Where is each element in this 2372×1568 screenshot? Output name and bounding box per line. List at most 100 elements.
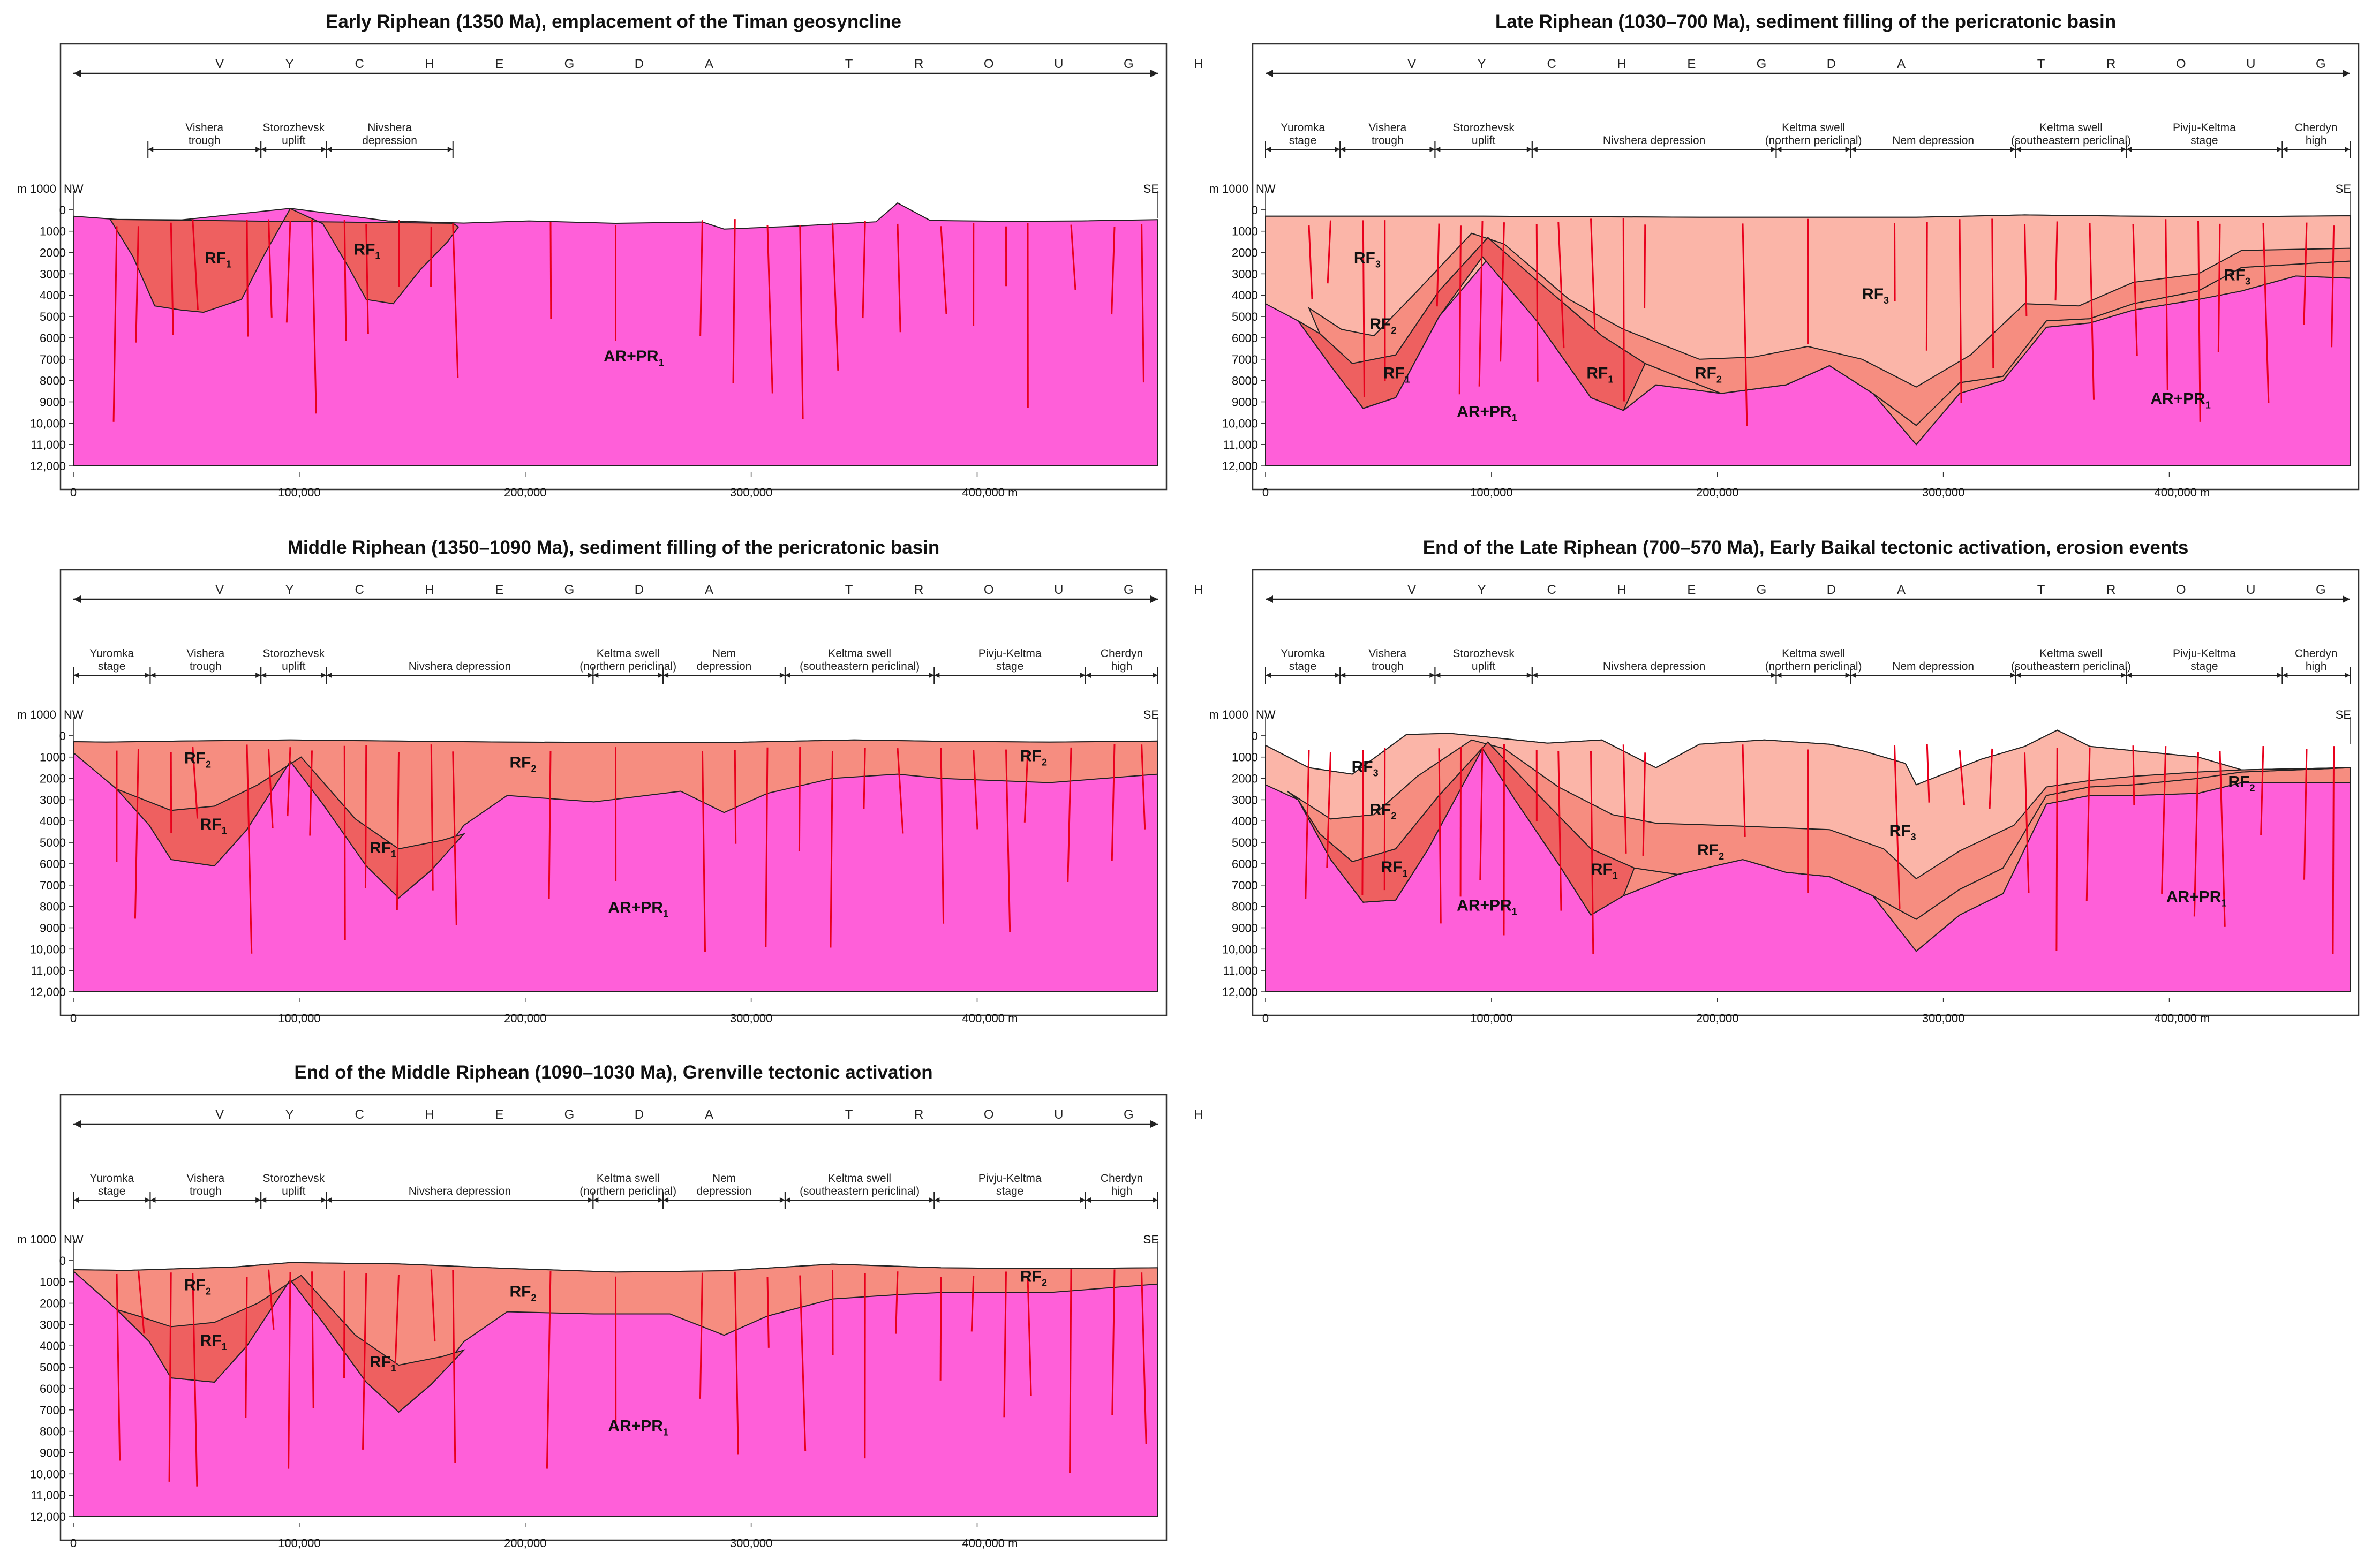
structure-label: trough: [190, 660, 222, 673]
fault-line: [862, 221, 866, 319]
y-tick-label: 0: [1252, 203, 1258, 217]
unit-label-rf1-a: RF1: [200, 816, 227, 836]
fault-line: [1500, 222, 1505, 362]
trough-letter: G: [564, 1107, 575, 1122]
trough-letter: A: [705, 1107, 713, 1122]
fault-line: [1067, 747, 1072, 883]
se-label: SE: [2336, 182, 2351, 195]
structure-label: Nem depression: [1892, 134, 1974, 147]
trough-letter: E: [495, 583, 503, 597]
fault-line: [452, 751, 457, 925]
fault-line: [1479, 747, 1484, 880]
fault-line: [1438, 748, 1442, 924]
fault-line: [939, 1277, 942, 1381]
y-axis-unit: m 1000: [1209, 708, 1248, 721]
structure-label: Yuromka: [1281, 647, 1325, 660]
y-tick-label: 4000: [40, 1339, 66, 1353]
cross-section-4: End of the Late Riphean (700–570 Ma), Ea…: [1209, 537, 2360, 1025]
structure-label: uplift: [1472, 660, 1496, 673]
unit-label-rf2-a: RF2: [184, 1277, 211, 1297]
unit-label-rf3-a: RF3: [1354, 249, 1381, 269]
layer-rf1: [116, 1275, 466, 1413]
structure-label: Storozhevsk: [263, 647, 325, 660]
y-tick-label: 2000: [40, 246, 66, 260]
structure-label: stage: [98, 660, 125, 673]
trough-letter: H: [1617, 57, 1626, 71]
layer-rf1: [116, 756, 466, 899]
fault-line: [394, 1275, 400, 1363]
structure-label: Keltma swell: [2039, 647, 2103, 660]
y-tick-label: 1000: [40, 225, 66, 238]
trough-letter: G: [1757, 57, 1767, 71]
structure-label: Yuromka: [89, 1172, 134, 1185]
x-tick-label: 100,000: [278, 1012, 321, 1025]
y-tick-label: 3000: [1232, 793, 1258, 806]
fault-line: [170, 222, 174, 335]
fault-line: [1141, 1272, 1147, 1444]
fault-line: [1383, 748, 1386, 891]
y-tick-label: 5000: [40, 1361, 66, 1374]
fault-line: [895, 1271, 899, 1334]
cross-section-3: Middle Riphean (1350–1090 Ma), sediment …: [17, 537, 1203, 1025]
fault-line: [116, 1273, 121, 1461]
fault-line: [1362, 220, 1365, 397]
fault-line: [245, 1277, 248, 1418]
se-label: SE: [1143, 1233, 1159, 1246]
structure-label: high: [2306, 660, 2327, 673]
structure-label: (northern periclinal): [579, 660, 676, 673]
trough-letter: O: [984, 1107, 994, 1122]
trough-letter: Y: [1478, 583, 1486, 597]
structure-label: Storozhevsk: [263, 1172, 325, 1185]
structure-label: Pivju-Keltma: [2173, 122, 2236, 134]
fault-line: [1925, 222, 1928, 351]
unit-label-arpr1-a: AR+PR1: [1457, 897, 1517, 917]
fault-line: [548, 751, 552, 899]
unit-label-arpr1: AR+PR1: [604, 348, 664, 368]
x-tick-label: 200,000: [504, 486, 547, 499]
fault-line: [343, 1270, 345, 1378]
fault-line: [1070, 224, 1076, 290]
x-tick-label: 0: [1262, 486, 1269, 499]
y-tick-label: 6000: [40, 331, 66, 345]
y-tick-label: 12,000: [30, 459, 66, 473]
cross-section-2: Late Riphean (1030–700 Ma), sediment fil…: [1209, 11, 2360, 499]
structure-label: stage: [98, 1185, 125, 1197]
trough-letter: A: [1897, 583, 1906, 597]
trough-letter: V: [215, 583, 224, 597]
structure-label: uplift: [282, 1185, 306, 1197]
fault-line: [343, 220, 347, 341]
trough-letter: T: [2037, 57, 2045, 71]
structure-label: uplift: [282, 134, 306, 147]
fault-line: [287, 747, 291, 817]
structure-label: Cherdyn: [1101, 1172, 1143, 1185]
fault-line: [2054, 221, 2058, 301]
y-tick-label: 1000: [1232, 225, 1258, 238]
structure-label: Vishera: [185, 122, 223, 134]
y-tick-label: 11,000: [31, 1489, 66, 1502]
structure-label: high: [1111, 1185, 1133, 1197]
trough-letter: H: [1194, 583, 1203, 597]
structure-label: Vishera: [1368, 647, 1406, 660]
unit-label-rf1-a: RF1: [205, 249, 231, 269]
y-tick-label: 2000: [1232, 246, 1258, 260]
x-tick-label: 300,000: [1922, 486, 1965, 499]
y-tick-label: 4000: [1232, 815, 1258, 828]
trough-letter: G: [1757, 583, 1767, 597]
y-tick-label: 4000: [40, 289, 66, 302]
y-tick-label: 2000: [40, 772, 66, 786]
trough-letter: Y: [285, 1107, 294, 1122]
trough-letter: H: [425, 583, 434, 597]
y-tick-label: 2000: [40, 1297, 66, 1310]
y-tick-label: 10,000: [30, 417, 66, 430]
fault-line: [734, 1271, 739, 1455]
unit-label-rf1-b: RF1: [1586, 365, 1613, 385]
fault-line: [268, 219, 273, 318]
y-tick-label: 7000: [1232, 879, 1258, 892]
fault-line: [311, 220, 317, 414]
y-tick-label: 10,000: [30, 1467, 66, 1481]
fault-line: [2193, 752, 2199, 917]
fault-line: [288, 1272, 291, 1469]
unit-label-rf3-a: RF3: [1352, 758, 1379, 779]
structure-label: depression: [697, 1185, 752, 1197]
fault-line: [1894, 745, 1901, 909]
